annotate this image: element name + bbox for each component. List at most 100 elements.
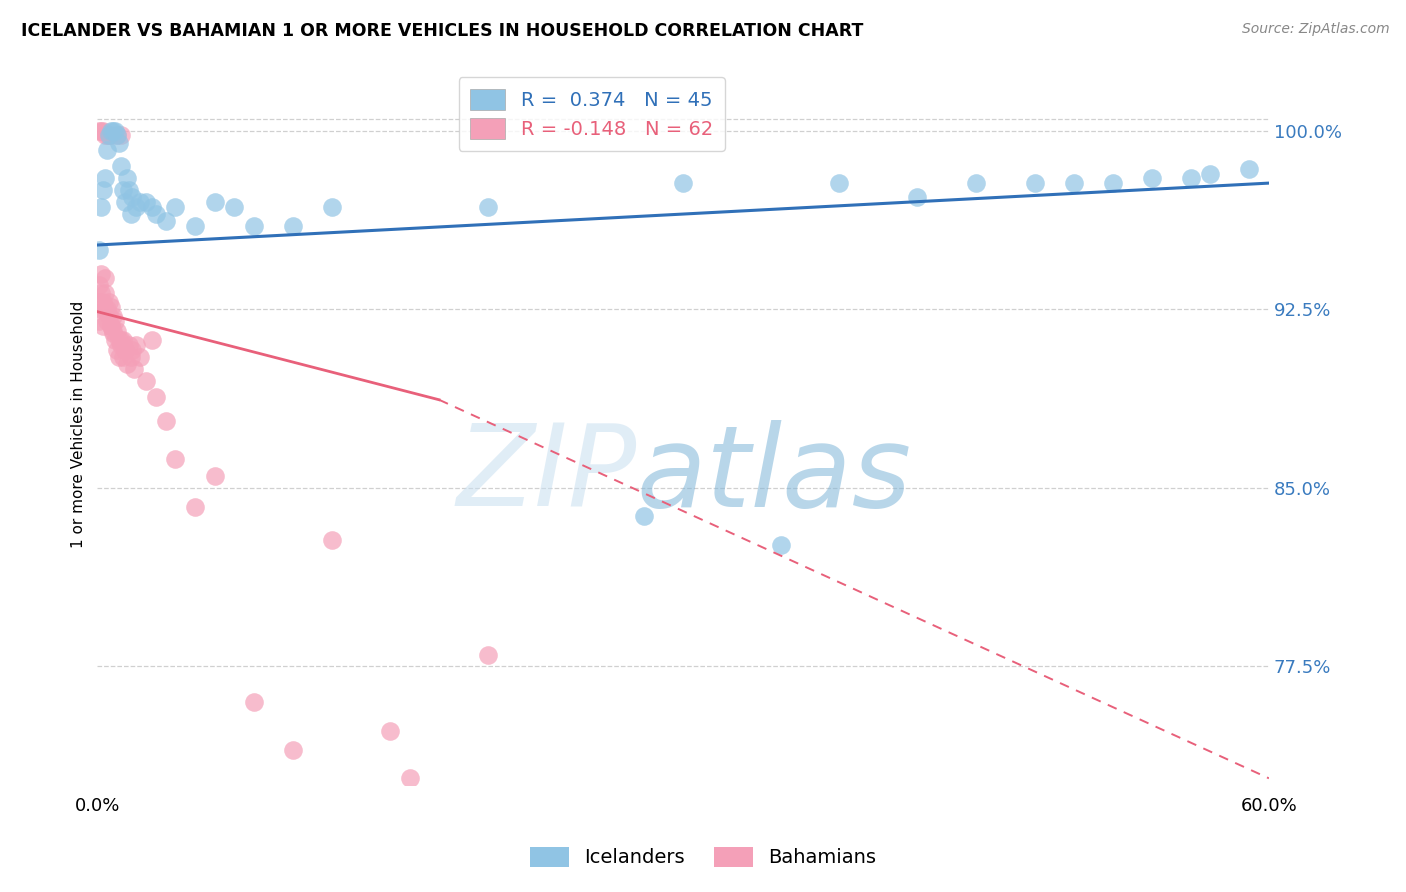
- Point: [108, 333, 131, 347]
- Point: [91, 295, 114, 310]
- Point: [145, 390, 167, 404]
- Point: [114, 343, 136, 357]
- Point: [1199, 167, 1222, 181]
- Point: [114, 195, 136, 210]
- Point: [104, 314, 127, 328]
- Point: [121, 343, 143, 357]
- Point: [91, 318, 114, 333]
- Point: [117, 183, 139, 197]
- Point: [98, 295, 121, 310]
- Point: [94, 302, 117, 317]
- Point: [89, 124, 111, 138]
- Point: [184, 219, 207, 233]
- Point: [101, 326, 124, 340]
- Point: [124, 361, 146, 376]
- Point: [105, 128, 128, 143]
- Point: [100, 124, 122, 138]
- Point: [222, 200, 245, 214]
- Point: [117, 338, 139, 352]
- Point: [120, 207, 142, 221]
- Point: [101, 310, 124, 324]
- Point: [477, 648, 499, 662]
- Point: [100, 300, 122, 314]
- Text: ICELANDER VS BAHAMIAN 1 OR MORE VEHICLES IN HOUSEHOLD CORRELATION CHART: ICELANDER VS BAHAMIAN 1 OR MORE VEHICLES…: [21, 22, 863, 40]
- Point: [769, 538, 792, 552]
- Point: [90, 267, 112, 281]
- Point: [96, 314, 118, 328]
- Point: [96, 143, 118, 157]
- Point: [1101, 176, 1123, 190]
- Point: [94, 171, 117, 186]
- Point: [94, 271, 117, 285]
- Point: [100, 318, 122, 333]
- Point: [89, 295, 111, 310]
- Point: [120, 350, 142, 364]
- Point: [110, 333, 132, 347]
- Point: [98, 128, 121, 143]
- Point: [94, 285, 117, 300]
- Point: [321, 533, 343, 548]
- Point: [110, 338, 132, 352]
- Point: [398, 772, 420, 786]
- Point: [141, 333, 163, 347]
- Point: [965, 176, 987, 190]
- Legend: R =  0.374   N = 45, R = -0.148   N = 62: R = 0.374 N = 45, R = -0.148 N = 62: [458, 78, 724, 151]
- Point: [110, 160, 132, 174]
- Point: [104, 124, 127, 138]
- Point: [105, 128, 128, 143]
- Point: [89, 278, 111, 293]
- Text: Source: ZipAtlas.com: Source: ZipAtlas.com: [1241, 22, 1389, 37]
- Point: [380, 723, 402, 738]
- Point: [90, 285, 112, 300]
- Point: [90, 124, 112, 138]
- Point: [242, 219, 264, 233]
- Point: [129, 195, 152, 210]
- Point: [204, 195, 226, 210]
- Point: [96, 128, 118, 143]
- Point: [1239, 161, 1261, 176]
- Point: [110, 128, 132, 143]
- Point: [94, 128, 117, 143]
- Point: [111, 350, 134, 364]
- Point: [633, 509, 655, 524]
- Point: [101, 124, 124, 138]
- Point: [155, 414, 177, 428]
- Point: [141, 200, 163, 214]
- Point: [1024, 176, 1046, 190]
- Point: [1180, 171, 1202, 186]
- Point: [125, 338, 148, 352]
- Point: [828, 176, 851, 190]
- Point: [111, 183, 134, 197]
- Point: [1063, 176, 1085, 190]
- Point: [121, 190, 143, 204]
- Point: [145, 207, 167, 221]
- Point: [115, 171, 138, 186]
- Point: [204, 469, 226, 483]
- Point: [165, 200, 187, 214]
- Point: [89, 314, 111, 328]
- Point: [108, 350, 131, 364]
- Point: [281, 219, 304, 233]
- Point: [135, 195, 157, 210]
- Point: [321, 200, 343, 214]
- Point: [129, 350, 152, 364]
- Point: [477, 200, 499, 214]
- Point: [672, 176, 695, 190]
- Point: [281, 743, 304, 757]
- Point: [104, 333, 127, 347]
- Point: [89, 243, 111, 257]
- Point: [98, 310, 121, 324]
- Point: [96, 302, 118, 317]
- Y-axis label: 1 or more Vehicles in Household: 1 or more Vehicles in Household: [72, 301, 86, 549]
- Point: [105, 324, 128, 338]
- Point: [90, 200, 112, 214]
- Point: [242, 695, 264, 709]
- Point: [184, 500, 207, 514]
- Point: [105, 343, 128, 357]
- Point: [108, 136, 131, 150]
- Point: [100, 318, 122, 333]
- Point: [135, 374, 157, 388]
- Text: ZIP: ZIP: [456, 420, 637, 531]
- Legend: Icelanders, Bahamians: Icelanders, Bahamians: [522, 839, 884, 875]
- Point: [91, 124, 114, 138]
